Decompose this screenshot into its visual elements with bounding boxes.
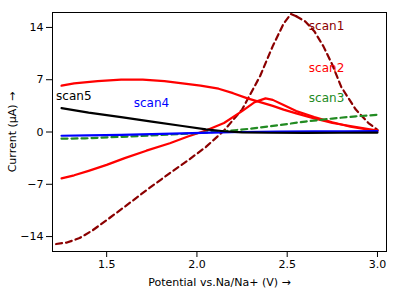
svg-text:14: 14 (30, 21, 44, 34)
svg-text:2.0: 2.0 (188, 258, 206, 271)
svg-text:scan2: scan2 (309, 61, 344, 75)
svg-text:scan4: scan4 (134, 96, 169, 110)
svg-text:3.0: 3.0 (369, 258, 387, 271)
svg-text:scan1: scan1 (309, 19, 344, 33)
svg-text:scan3: scan3 (309, 91, 344, 105)
svg-text:2.5: 2.5 (278, 258, 296, 271)
svg-text:−14: −14 (20, 230, 43, 243)
svg-text:−7: −7 (27, 178, 43, 191)
svg-text:scan5: scan5 (56, 89, 91, 103)
svg-text:Current (μA) →: Current (μA) → (6, 92, 19, 173)
svg-text:Potential vs.Na/Na+ (V) →: Potential vs.Na/Na+ (V) → (148, 276, 291, 289)
svg-text:1.5: 1.5 (98, 258, 116, 271)
svg-text:0: 0 (37, 126, 44, 139)
svg-text:7: 7 (37, 73, 44, 86)
